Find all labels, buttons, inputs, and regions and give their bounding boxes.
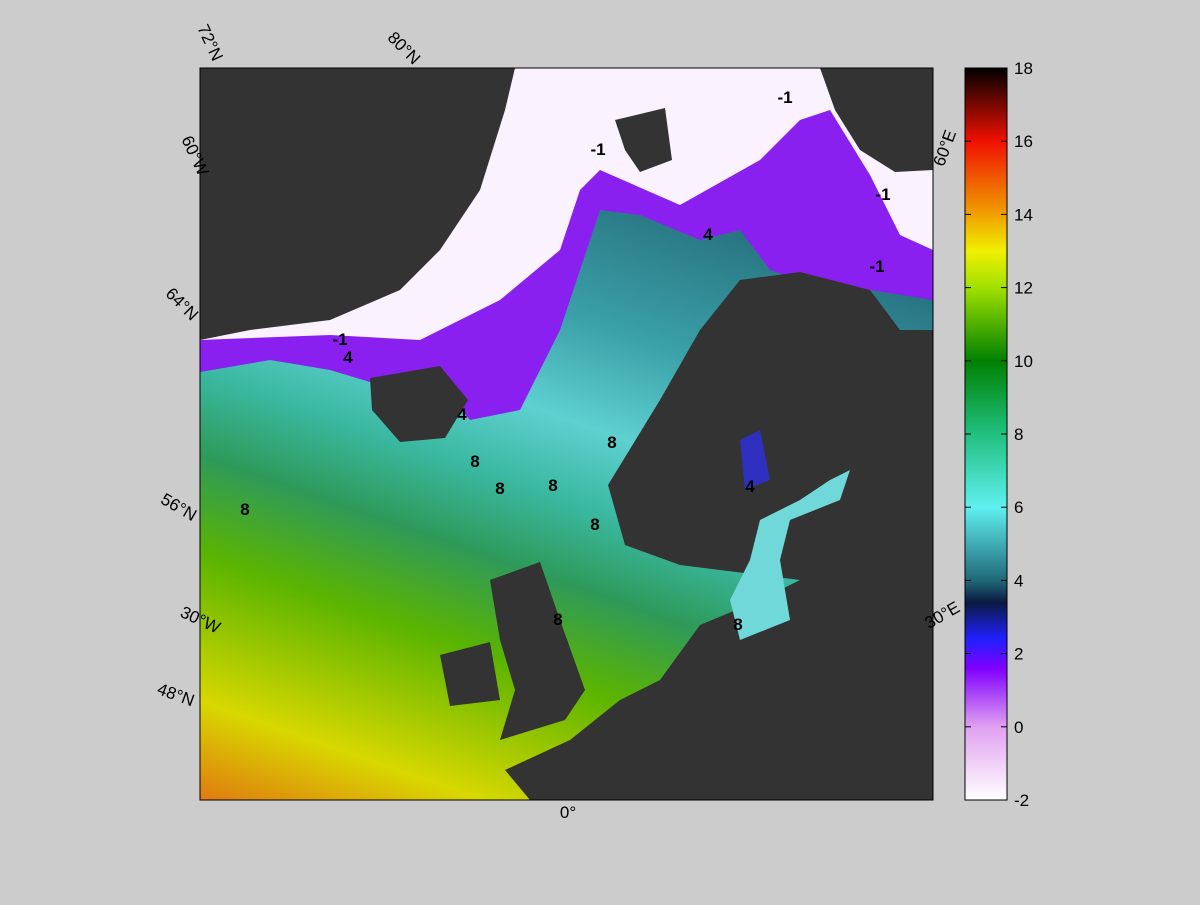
- contour-label: 8: [548, 476, 557, 495]
- graticule-label: 56°N: [158, 490, 200, 525]
- tick-label: 12: [1014, 279, 1033, 298]
- contour-label: 8: [607, 433, 616, 452]
- graticule-label: 80°N: [384, 28, 424, 68]
- bothnian-bay: [740, 430, 770, 490]
- map-frame: [199, 67, 934, 801]
- graticule-label: 64°N: [162, 284, 202, 324]
- tick-label: 6: [1014, 498, 1023, 517]
- contour-label: -1: [777, 88, 792, 107]
- contour-label: -1: [590, 140, 605, 159]
- contour-label: 8: [590, 515, 599, 534]
- contour-label: -1: [875, 185, 890, 204]
- contour-label: 4: [703, 225, 713, 244]
- contour-label: 8: [495, 479, 504, 498]
- contour-label: 4: [745, 477, 755, 496]
- contour-label: 8: [240, 500, 249, 519]
- colorbar: -2 0 2 4 6 8 10 12 14 16 18: [964, 59, 1033, 810]
- contour-label: 4: [457, 405, 467, 424]
- land-svalbard: [615, 108, 672, 172]
- contour-label: 8: [733, 615, 742, 634]
- land-europe: [505, 272, 933, 800]
- baltic-sea: [730, 470, 850, 640]
- graticule-label: 72°N: [193, 21, 226, 63]
- tick-label: -2: [1014, 791, 1029, 810]
- graticule-label: 60°E: [930, 127, 961, 168]
- contour-label: -1: [332, 330, 347, 349]
- tick-label: 18: [1014, 59, 1033, 78]
- tick-label: 8: [1014, 425, 1023, 444]
- graticule-label: 48°N: [155, 679, 197, 710]
- contour-label: -1: [869, 257, 884, 276]
- land-iceland: [370, 366, 468, 442]
- contour-label: 8: [470, 452, 479, 471]
- contour-label: 4: [343, 348, 353, 367]
- land-ireland: [440, 642, 500, 706]
- land-greenland: [200, 68, 515, 340]
- tick-label: 10: [1014, 352, 1033, 371]
- graticule-label: 0°: [560, 803, 576, 822]
- tick-label: 4: [1014, 571, 1023, 590]
- land-novaya-zemlya: [820, 68, 933, 172]
- tick-label: 0: [1014, 718, 1023, 737]
- tick-label: 2: [1014, 645, 1023, 664]
- land-britain: [490, 562, 585, 740]
- contour-label: 8: [553, 610, 562, 629]
- tick-label: 14: [1014, 205, 1033, 224]
- colorbar-scale: [964, 67, 1008, 801]
- map: [199, 67, 934, 801]
- tick-label: 16: [1014, 132, 1033, 151]
